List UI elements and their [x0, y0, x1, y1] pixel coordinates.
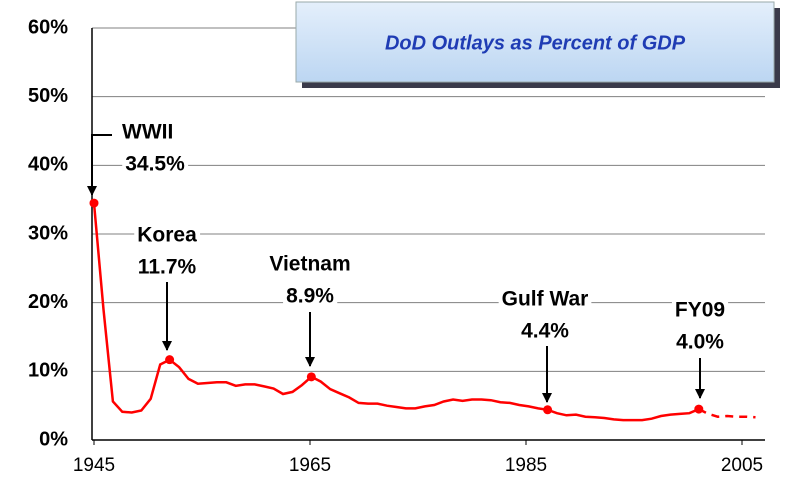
- x-tick-label: 2005: [721, 455, 763, 476]
- annotation-background: [134, 255, 200, 279]
- annotation-label: 8.9%: [286, 285, 334, 308]
- highlight-point: [694, 404, 704, 414]
- y-tick-label: 50%: [28, 85, 68, 107]
- annotation-background: [673, 330, 728, 354]
- annotation-background: [671, 298, 729, 322]
- x-tick-label: 1985: [505, 455, 547, 476]
- annotation-background: [122, 152, 189, 176]
- annotation-label: Gulf War: [502, 288, 589, 311]
- annotation-label: WWII: [122, 121, 173, 144]
- line-series: [698, 407, 756, 419]
- annotation-label: 4.4%: [521, 320, 569, 343]
- annotation-background: [119, 120, 177, 144]
- x-tick-label: 1945: [73, 455, 115, 476]
- highlight-point: [306, 372, 316, 382]
- chart-title: DoD Outlays as Percent of GDP: [385, 32, 686, 54]
- title-background: [295, 1, 775, 83]
- annotation-background: [518, 319, 573, 343]
- plot: WWII 34.5% Korea 11.7% Vietnam 8.9% Gulf War 4.…: [87, 120, 756, 422]
- annotation-background: [498, 287, 592, 311]
- y-tick-label: 10%: [28, 360, 68, 382]
- y-tick-label: 20%: [28, 291, 68, 313]
- highlight-point: [165, 355, 175, 365]
- y-tick-label: 30%: [28, 222, 68, 244]
- line-series: [92, 202, 700, 422]
- title-box: DoD Outlays as Percent of GDP: [295, 1, 780, 88]
- annotation-background: [283, 284, 338, 308]
- y-tick-label: 60%: [28, 16, 68, 38]
- annotation-label: 11.7%: [138, 256, 197, 279]
- y-tick-label: 0%: [39, 428, 68, 450]
- y-tick-label: 40%: [28, 154, 68, 176]
- annotation-arrow: [87, 134, 112, 196]
- annotation-background: [266, 252, 354, 276]
- annotation-label: 34.5%: [125, 153, 185, 176]
- highlight-point: [89, 198, 99, 208]
- annotation-label: Vietnam: [269, 253, 350, 276]
- highlight-point: [543, 405, 553, 415]
- annotation-label: 4.0%: [676, 331, 724, 354]
- annotation-label: Korea: [137, 224, 197, 247]
- annotation-background: [134, 223, 201, 247]
- annotation-label: FY09: [675, 299, 725, 322]
- x-tick-label: 1965: [289, 455, 331, 476]
